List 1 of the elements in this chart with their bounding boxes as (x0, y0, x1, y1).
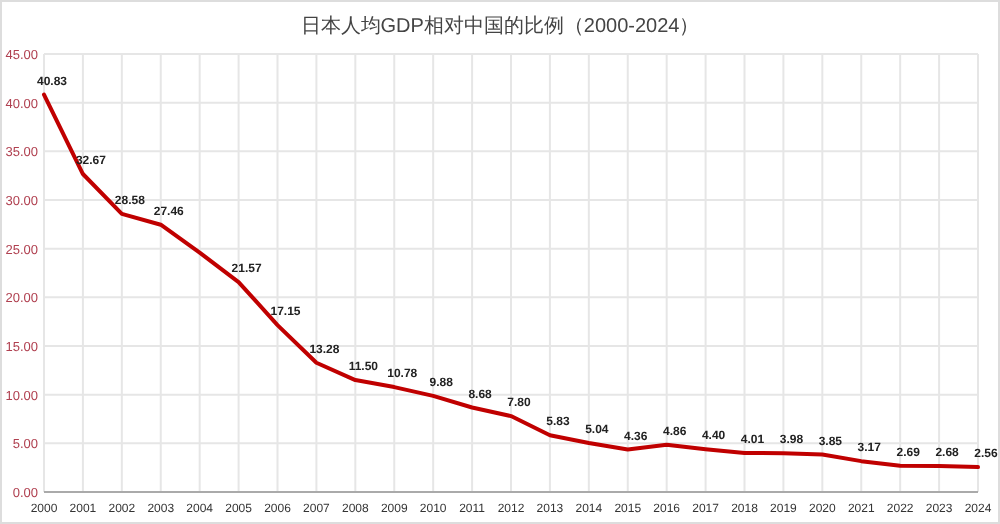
chart-title: 日本人均GDP相对中国的比例（2000-2024） (300, 14, 700, 38)
